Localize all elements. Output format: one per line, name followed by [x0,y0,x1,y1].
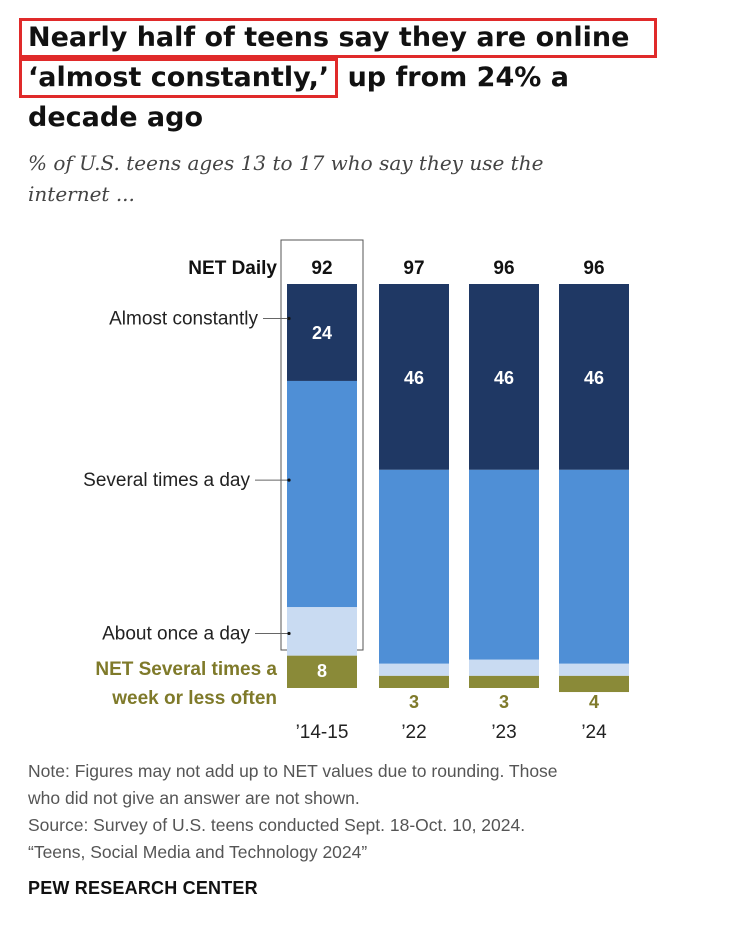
source-line-2: “Teens, Social Media and Technology 2024… [28,842,368,862]
bar-2-1 [379,663,449,676]
data-label-almost-constantly: 46 [494,368,514,388]
data-label-almost-constantly: 46 [584,368,604,388]
bar-1-1 [379,469,449,664]
net-daily-value: 92 [311,258,332,279]
bar-3-3 [559,675,629,693]
title-line-3: decade ago [28,102,203,133]
title-line-2-highlight: ‘almost constantly,’ [28,62,330,93]
data-label-net-weekly: 3 [409,692,419,712]
bar-1-0 [287,380,357,608]
bar-3-0 [287,655,357,688]
bar-1-2 [469,469,539,660]
bar-2-3 [559,663,629,676]
leader-dot [287,631,291,636]
leader-dot [287,478,291,482]
chart-subtitle: % of U.S. teens ages 13 to 17 who say th… [28,151,544,206]
data-label-almost-constantly: 24 [312,323,332,343]
series-label-net-weekly-line-2: week or less often [111,688,277,709]
note-line-1: Note: Figures may not add up to NET valu… [28,761,558,781]
bar-0-2 [469,284,539,470]
source-line-1: Source: Survey of U.S. teens conducted S… [28,815,526,835]
x-tick-label: ’24 [581,722,607,743]
leader-dot [287,316,291,321]
data-label-net-weekly: 4 [589,692,599,712]
x-tick-label: ’14-15 [296,722,349,743]
net-daily-value: 96 [583,258,604,279]
bar-2-2 [469,659,539,676]
bar-0-1 [379,284,449,470]
series-label: About once a day [102,623,250,644]
net-daily-value: 96 [493,258,514,279]
note-line-2: who did not give an answer are not shown… [28,788,360,808]
chart-title: Nearly half of teens say they are online… [19,18,728,138]
data-label-net-weekly: 8 [317,661,327,681]
x-tick-label: ’23 [491,722,516,743]
title-line-1: Nearly half of teens say they are online [28,22,630,53]
net-daily-value: 97 [403,258,424,279]
series-label-net-weekly-line-1: NET Several times a [95,659,277,680]
x-tick-label: ’22 [401,722,426,743]
series-label: Almost constantly [109,308,258,329]
data-label-almost-constantly: 46 [404,368,424,388]
brand-logo-text: PEW RESEARCH CENTER [28,878,258,898]
title-line-2-rest: up from 24% a [347,62,569,93]
series-label-net-weekly: NET Several times a week or less often [95,659,277,709]
series-label: Several times a day [83,470,250,491]
notes-block: Note: Figures may not add up to NET valu… [28,758,728,866]
data-label-net-weekly: 3 [499,692,509,712]
bar-2-0 [287,607,357,656]
bar-1-3 [559,469,629,664]
bar-0-3 [559,284,629,470]
title-highlight-box-1: Nearly half of teens say they are online [19,18,657,58]
bar-3-1 [379,675,449,688]
net-daily-label: NET Daily [188,258,277,279]
bar-3-2 [469,675,539,688]
title-highlight-box-2: ‘almost constantly,’ [19,58,339,98]
bar-0-0 [287,284,357,381]
